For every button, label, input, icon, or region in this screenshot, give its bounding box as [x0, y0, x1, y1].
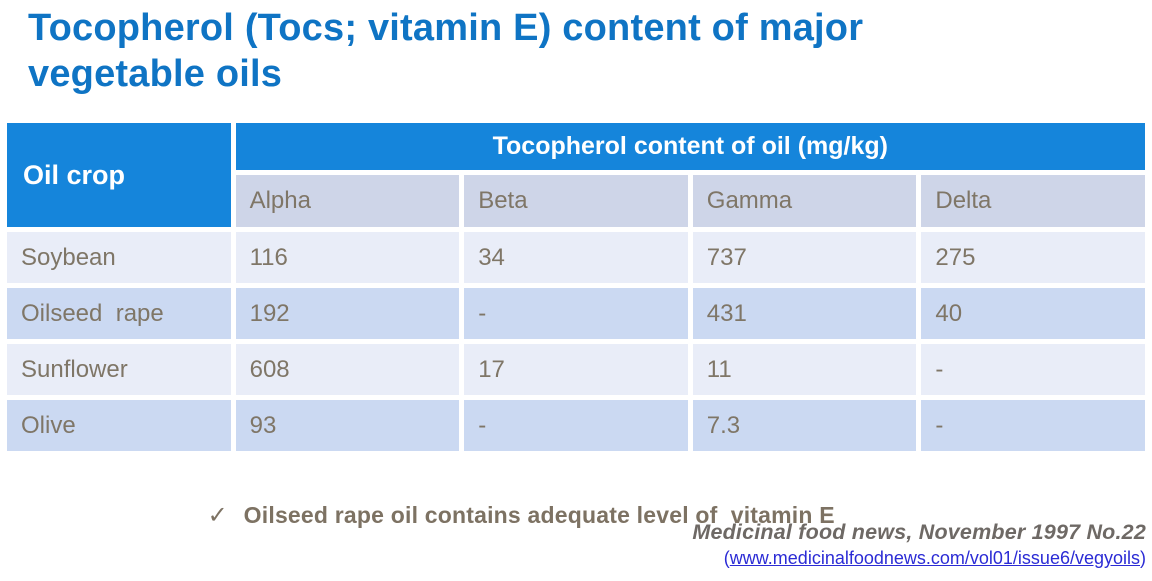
- checkmark-icon: ✓: [207, 502, 228, 529]
- paren-close: ): [1140, 548, 1146, 568]
- cell-soybean-gamma: 737: [692, 232, 917, 283]
- cell-oilseed-rape-gamma: 431: [692, 288, 917, 339]
- table-row-oilseed-rape: Oilseed rape 192 - 431 40: [7, 288, 1145, 339]
- citation-source: Medicinal food news, November 1997 No.22: [692, 520, 1146, 544]
- oil-crop-header-cell: Oil crop: [7, 123, 231, 227]
- cell-sunflower-delta: -: [921, 344, 1145, 395]
- row-label-sunflower: Sunflower: [7, 344, 231, 395]
- row-label-olive: Olive: [7, 400, 231, 451]
- cell-olive-delta: -: [921, 400, 1145, 451]
- table-header-row: Oil crop Tocopherol content of oil (mg/k…: [7, 123, 1145, 227]
- cell-olive-beta: -: [464, 400, 688, 451]
- cell-sunflower-beta: 17: [464, 344, 688, 395]
- cell-oilseed-rape-delta: 40: [921, 288, 1145, 339]
- cell-soybean-beta: 34: [464, 232, 688, 283]
- row-label-oilseed-rape: Oilseed rape: [7, 288, 231, 339]
- column-header-row: Alpha Beta Gamma Delta: [7, 175, 1145, 227]
- cell-sunflower-alpha: 608: [235, 344, 460, 395]
- cell-soybean-delta: 275: [921, 232, 1145, 283]
- slide-title: Tocopherol (Tocs; vitamin E) content of …: [28, 7, 864, 95]
- cell-soybean-alpha: 116: [235, 232, 460, 283]
- cell-olive-alpha: 93: [235, 400, 460, 451]
- cell-oilseed-rape-beta: -: [464, 288, 688, 339]
- column-header-delta: Delta: [921, 175, 1145, 227]
- cell-oilseed-rape-alpha: 192: [235, 288, 460, 339]
- citation: Medicinal food news, November 1997 No.22…: [692, 520, 1146, 569]
- tocopherol-table: Oil crop Tocopherol content of oil (mg/k…: [2, 118, 1150, 456]
- cell-olive-gamma: 7.3: [692, 400, 917, 451]
- column-header-gamma: Gamma: [692, 175, 917, 227]
- citation-link[interactable]: www.medicinalfoodnews.com/vol01/issue6/v…: [729, 548, 1140, 568]
- table-row-sunflower: Sunflower 608 17 11 -: [7, 344, 1145, 395]
- row-label-soybean: Soybean: [7, 232, 231, 283]
- table-row-olive: Olive 93 - 7.3 -: [7, 400, 1145, 451]
- group-header-cell: Tocopherol content of oil (mg/kg): [235, 123, 1145, 170]
- table-row-soybean: Soybean 116 34 737 275: [7, 232, 1145, 283]
- citation-url-line: (www.medicinalfoodnews.com/vol01/issue6/…: [692, 548, 1146, 569]
- cell-sunflower-gamma: 11: [692, 344, 917, 395]
- column-header-alpha: Alpha: [235, 175, 460, 227]
- paren-open: (: [723, 548, 730, 568]
- key-point-note: ✓ Oilseed rape oil contains adequate leve…: [182, 474, 835, 557]
- note-text: Oilseed rape oil contains adequate level…: [243, 502, 835, 528]
- column-header-beta: Beta: [464, 175, 688, 227]
